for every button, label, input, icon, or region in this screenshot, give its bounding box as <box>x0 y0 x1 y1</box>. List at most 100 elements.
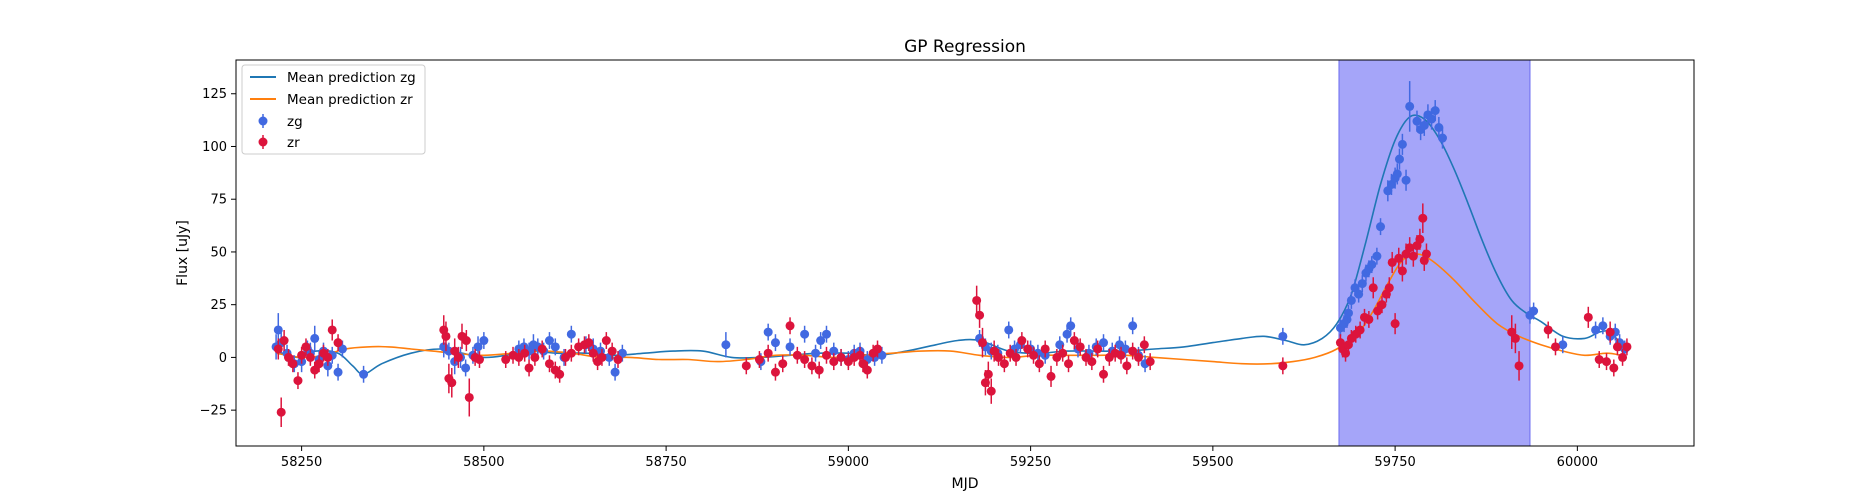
data-point-zr <box>530 348 540 366</box>
data-point-zr <box>1421 243 1431 265</box>
marker-zr <box>1543 325 1553 335</box>
data-point-zg <box>310 325 320 352</box>
marker-zr <box>778 359 788 369</box>
data-point-zg <box>359 365 369 383</box>
data-point-zr <box>441 321 451 352</box>
marker-zg <box>617 348 627 358</box>
data-point-zg <box>1372 247 1382 265</box>
marker-zr <box>288 359 298 369</box>
legend-swatch-zr-marker <box>258 137 268 147</box>
marker-zr <box>1034 359 1044 369</box>
marker-zg <box>1394 154 1404 164</box>
marker-zg <box>800 329 810 339</box>
marker-zr <box>607 346 617 356</box>
data-point-zr <box>1139 336 1149 354</box>
marker-zr <box>858 359 868 369</box>
data-point-zr <box>323 348 333 366</box>
data-point-zg <box>1004 321 1014 339</box>
data-point-zr <box>770 363 780 381</box>
data-point-zg <box>821 325 831 343</box>
marker-zr <box>520 348 530 358</box>
data-point-zg <box>1419 114 1429 136</box>
legend: Mean prediction zg Mean prediction zr zg… <box>241 64 426 155</box>
data-point-zr <box>994 348 1004 366</box>
data-point-zg <box>333 363 343 381</box>
marker-zg <box>829 346 839 356</box>
legend-label-zr: zr <box>287 135 300 151</box>
marker-zr <box>501 355 511 365</box>
marker-zr <box>1602 357 1612 367</box>
data-point-zr <box>327 319 337 341</box>
marker-zg <box>544 336 554 346</box>
data-point-zr <box>588 344 598 362</box>
data-point-zg <box>1278 327 1288 345</box>
data-point-zr <box>279 329 289 352</box>
marker-zg <box>461 363 471 373</box>
marker-zg <box>1354 289 1364 299</box>
marker-zr <box>1622 342 1632 352</box>
data-points-layer <box>271 81 1632 428</box>
data-point-zr <box>1618 348 1628 366</box>
marker-zr <box>273 344 283 354</box>
marker-zg <box>1598 321 1608 331</box>
marker-zg <box>1372 251 1382 261</box>
data-point-zr <box>999 355 1009 373</box>
marker-zg <box>1397 139 1407 149</box>
marker-zr <box>1099 369 1109 379</box>
data-point-zr <box>821 346 831 364</box>
mean-prediction-line-zg <box>275 114 1622 376</box>
data-point-zr <box>1387 251 1397 274</box>
marker-zg <box>1367 260 1377 270</box>
data-point-zr <box>1017 332 1027 349</box>
marker-zr <box>1510 333 1520 343</box>
marker-zr <box>1408 251 1418 261</box>
data-point-zr <box>1390 313 1400 335</box>
marker-zr <box>862 365 872 375</box>
marker-zr <box>1418 213 1428 223</box>
data-point-zg <box>1591 321 1601 339</box>
x-tick-label: 58250 <box>281 455 322 470</box>
marker-zr <box>1278 361 1288 371</box>
data-point-zr <box>1278 357 1288 375</box>
data-point-zr <box>873 340 883 358</box>
marker-zr <box>1618 352 1628 362</box>
marker-zg <box>721 340 731 350</box>
x-tick-label: 58500 <box>463 455 504 470</box>
data-point-zr <box>1602 353 1612 371</box>
marker-zr <box>1373 306 1383 316</box>
marker-zr <box>1387 257 1397 267</box>
marker-zr <box>537 344 547 354</box>
data-point-zr <box>983 361 993 387</box>
marker-zr <box>1116 350 1126 360</box>
data-point-zr <box>741 357 751 375</box>
marker-zg <box>1099 338 1109 348</box>
data-point-zg <box>1437 127 1447 149</box>
data-point-zg <box>811 344 821 362</box>
marker-zr <box>1064 359 1074 369</box>
marker-zr <box>807 361 817 371</box>
data-point-zr <box>778 355 788 373</box>
data-point-zr <box>1029 346 1039 364</box>
data-point-zr <box>1397 260 1407 282</box>
marker-zr <box>279 336 289 346</box>
marker-zr <box>474 355 484 365</box>
marker-zr <box>800 355 810 365</box>
data-point-zr <box>1069 332 1079 349</box>
marker-zr <box>989 346 999 356</box>
data-point-zr <box>807 357 817 375</box>
marker-zr <box>1058 348 1068 358</box>
marker-zr <box>999 359 1009 369</box>
marker-zr <box>1364 314 1374 324</box>
data-point-zr <box>273 338 283 360</box>
data-point-zg <box>1430 100 1440 122</box>
marker-zr <box>873 344 883 354</box>
data-point-zg <box>1397 133 1407 155</box>
marker-zr <box>601 336 611 346</box>
marker-zr <box>305 352 315 362</box>
highlight-span <box>1338 59 1531 447</box>
marker-zr <box>754 355 764 365</box>
data-point-zr <box>524 359 534 377</box>
legend-label-zg-line: Mean prediction zg <box>287 70 416 86</box>
data-point-zg <box>1062 325 1072 343</box>
marker-zr <box>597 352 607 362</box>
